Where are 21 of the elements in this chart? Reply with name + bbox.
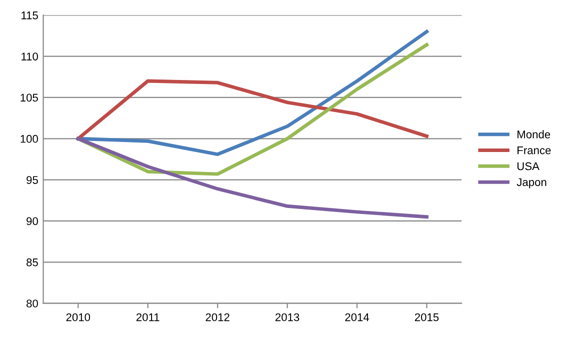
y-tick-label: 80 [26,300,38,308]
y-tick-label: 115 [22,12,38,20]
y-tick-label: 95 [26,176,38,184]
x-tick-label: 2010 [66,313,90,322]
x-tick-label: 2015 [414,313,439,322]
y-tick-label: 105 [20,94,38,102]
y-tick-label: 100 [20,134,38,143]
legend-label: Monde [518,130,550,138]
y-tick-label: 90 [26,217,38,226]
legend-label: Japon [516,178,546,188]
legend-label: France [518,146,551,154]
line-series [76,30,428,156]
line-series [76,79,428,140]
x-tick-label: 2013 [276,313,300,322]
x-tick-label: 2012 [206,313,230,322]
legend-label: USA [517,162,540,170]
y-tick-label: 85 [26,258,38,266]
x-tick-label: 2014 [345,313,370,322]
y-tick-label: 110 [22,52,38,60]
line-series [76,136,428,219]
x-tick-label: 2011 [136,313,160,322]
